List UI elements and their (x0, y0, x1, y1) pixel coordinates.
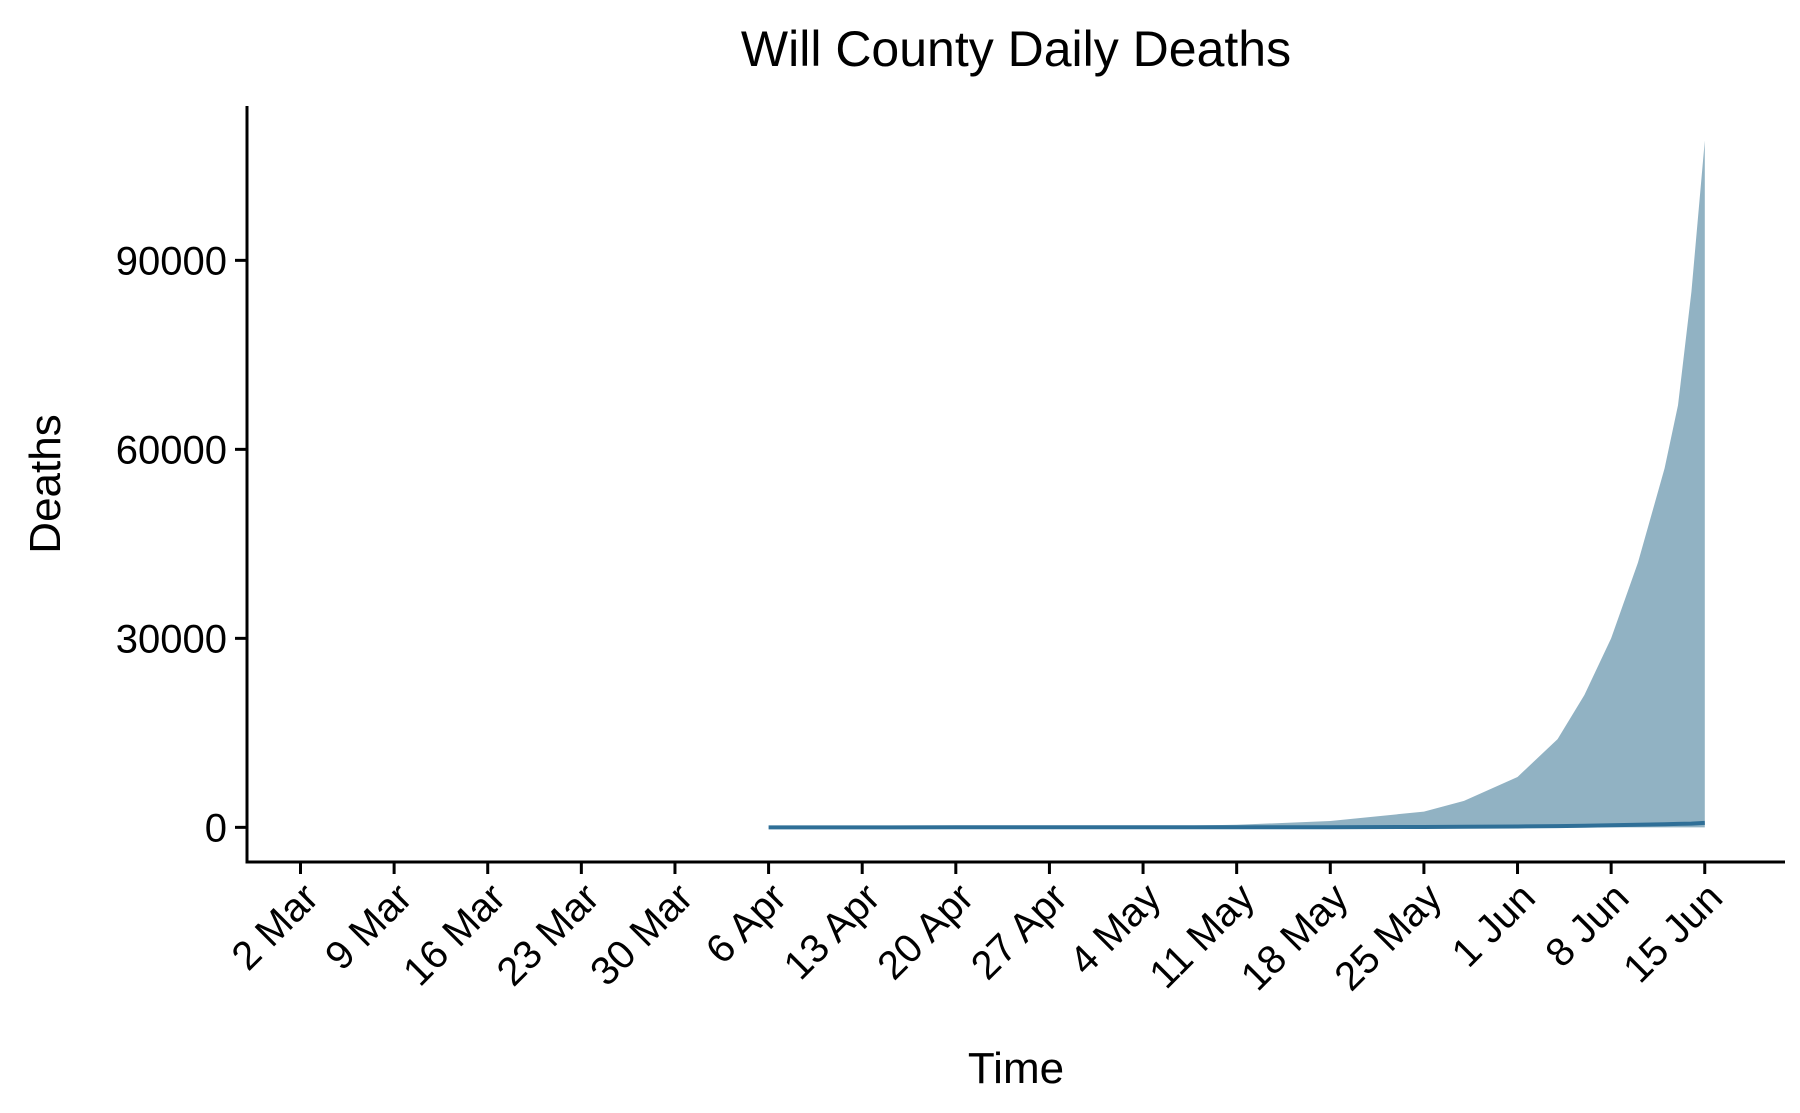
x-tick-label: 25 May (1326, 875, 1450, 999)
x-tick-label: 16 Mar (395, 875, 514, 994)
y-tick-label: 90000 (116, 239, 227, 283)
x-tick-label: 20 Apr (869, 875, 982, 988)
y-tick-label: 0 (205, 806, 227, 850)
x-tick-label: 23 Mar (489, 875, 608, 994)
confidence-band (768, 140, 1705, 828)
x-tick-label: 1 Jun (1444, 875, 1544, 975)
y-tick-label: 30000 (116, 617, 227, 661)
x-tick-label: 30 Mar (582, 875, 701, 994)
y-tick-label: 60000 (116, 428, 227, 472)
x-tick-label: 27 Apr (963, 875, 1076, 988)
x-tick-label: 15 Jun (1615, 875, 1731, 991)
y-axis-title: Deaths (21, 414, 70, 553)
series-line (768, 820, 1705, 830)
y-axis-ticks: 0 30000 60000 90000 (116, 239, 247, 850)
chart-title: Will County Daily Deaths (741, 21, 1291, 77)
x-tick-label: 2 Mar (223, 875, 326, 978)
x-tick-label: 13 Apr (776, 875, 889, 988)
x-axis-title: Time (968, 1044, 1064, 1093)
